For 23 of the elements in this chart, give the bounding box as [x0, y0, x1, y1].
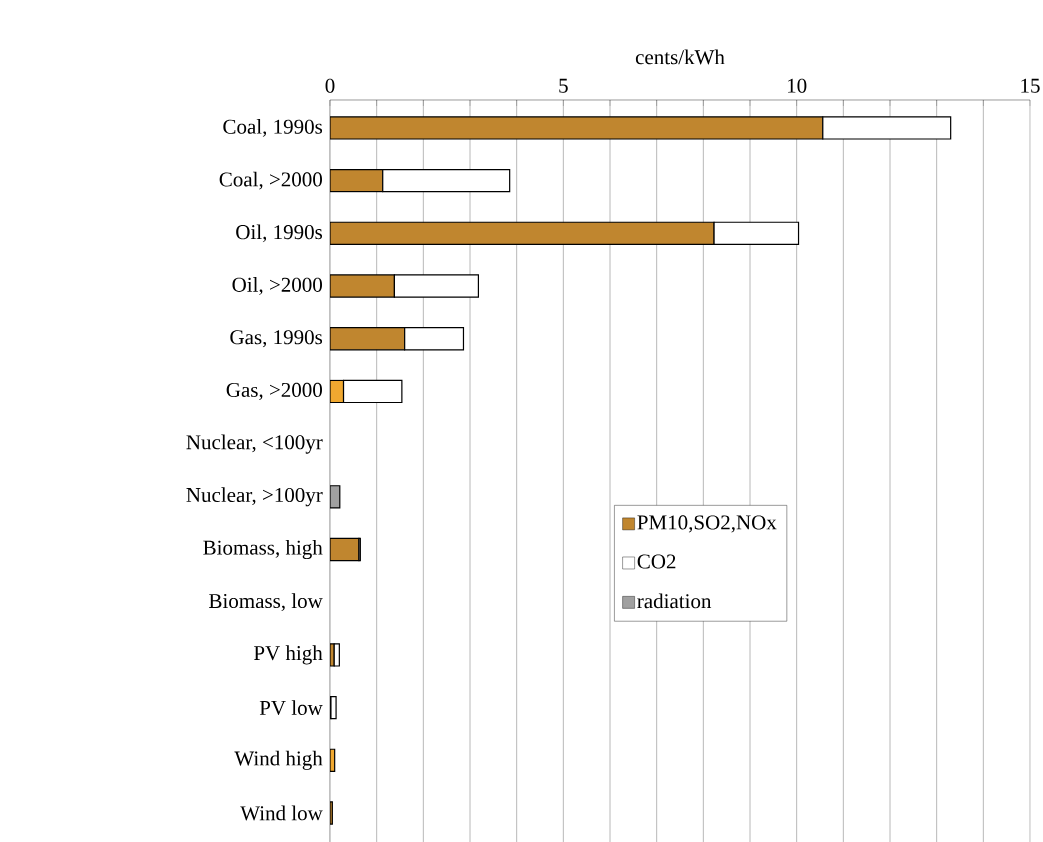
y-tick-label: Gas, 1990s [230, 330, 323, 348]
x-axis-title: cents/kWh [635, 49, 725, 65]
y-tick-label: PV low [259, 700, 323, 716]
y-tick-label: Gas, >2000 [226, 382, 322, 401]
y-tick-label: Oil, 1990s [236, 224, 323, 243]
x-tick-label: 10 [788, 78, 807, 93]
x-tick-label: 5 [559, 78, 568, 93]
y-tick-label: Nuclear, >100yr [186, 487, 323, 507]
y-tick-label: Biomass, high [203, 539, 323, 560]
legend-label: radiation [637, 593, 712, 609]
y-tick-label: Nuclear, <100yr [186, 434, 323, 454]
y-tick-label: PV high [253, 645, 323, 665]
x-tick-label: 0 [325, 78, 335, 93]
y-tick-label: Coal, >2000 [219, 171, 322, 190]
y-tick-label: Oil, >2000 [232, 277, 322, 295]
y-tick-label: Wind low [240, 805, 323, 821]
x-tick-label: 15 [1021, 78, 1040, 93]
y-tick-label: Wind high [234, 750, 323, 770]
legend-label: CO2 [637, 554, 676, 569]
y-tick-label: Coal, 1990s [223, 119, 323, 137]
legend-label: PM10,SO2,NOx [637, 515, 777, 533]
bar [333, 643, 340, 667]
y-tick-label: Biomass, low [209, 593, 323, 612]
